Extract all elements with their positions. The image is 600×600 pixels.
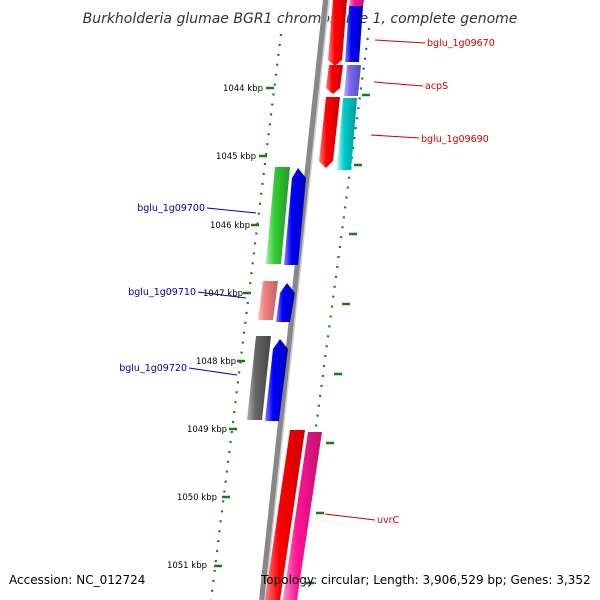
gene-label[interactable]: bglu_1g09670	[427, 38, 495, 49]
leader-acpS	[373, 81, 424, 87]
gene-arrow-violet[interactable]	[344, 65, 361, 96]
scale-label: 1045 kbp	[216, 152, 256, 162]
scale-label: 1049 kbp	[187, 425, 227, 435]
gene-arrow-acpS[interactable]	[326, 65, 343, 94]
outer-major-ticks	[306, 93, 370, 585]
major-ticks	[214, 86, 274, 568]
label-leaders	[188, 39, 426, 521]
gene-arrow-cyan[interactable]	[337, 98, 357, 170]
gene-label[interactable]: bglu_1g09710	[128, 287, 196, 298]
gene-arrow-magenta[interactable]	[283, 432, 322, 600]
leader-bglu_1g09720	[188, 367, 238, 376]
gene-arrow-bglu_1g09670[interactable]	[328, 0, 347, 66]
gene-label[interactable]: uvrC	[377, 515, 400, 526]
outer-track-genes	[265, 0, 364, 600]
gene-arrow-blue-2[interactable]	[276, 283, 295, 322]
scale-labels: 1044 kbp 1045 kbp 1046 kbp 1047 kbp 1048…	[167, 84, 263, 571]
scale-label: 1047 kbp	[203, 289, 243, 299]
backbone-highlight	[264, 0, 330, 600]
leader-bglu_1g09710	[197, 291, 247, 299]
topology-text: Topology: circular; Length: 3,906,529 bp…	[261, 573, 591, 587]
gene-arrow-blue-1[interactable]	[284, 168, 306, 265]
backbone-line	[259, 0, 329, 600]
gene-arrow-uvrC-inner[interactable]	[265, 430, 305, 600]
gene-arrow-blue-3[interactable]	[265, 339, 288, 421]
gene-arrow-bglu_1g09700-inner[interactable]	[266, 167, 290, 264]
leader-uvrC	[324, 513, 376, 521]
gene-label[interactable]: bglu_1g09700	[137, 203, 205, 214]
leader-bglu_1g09670	[374, 39, 426, 44]
scale-label: 1044 kbp	[223, 84, 263, 94]
backbone	[259, 0, 330, 600]
map-title: Burkholderia glumae BGR1 chromosome 1, c…	[83, 11, 518, 27]
gene-arrow-bglu_1g09710-inner[interactable]	[258, 281, 278, 320]
gene-labels: bglu_1g09670 acpS bglu_1g09690 bglu_1g09…	[119, 38, 495, 526]
gene-label[interactable]: bglu_1g09720	[119, 363, 187, 374]
scale-label: 1046 kbp	[210, 221, 250, 231]
gene-arrow-blue-top[interactable]	[345, 6, 363, 62]
inner-track-genes	[247, 0, 347, 600]
leader-bglu_1g09690	[370, 134, 420, 139]
accession-text: Accession: NC_012724	[9, 573, 146, 587]
scale-label: 1048 kbp	[196, 357, 236, 367]
scale-label: 1050 kbp	[177, 493, 217, 503]
gene-arrow-magenta-top[interactable]	[349, 0, 364, 6]
gene-arrow-bglu_1g09690[interactable]	[319, 97, 340, 168]
gene-arrow-bglu_1g09720-inner[interactable]	[247, 336, 271, 420]
leader-bglu_1g09700	[206, 207, 257, 214]
scale-label: 1051 kbp	[167, 561, 207, 571]
gene-label[interactable]: bglu_1g09690	[421, 134, 489, 145]
gene-label[interactable]: acpS	[425, 81, 448, 92]
